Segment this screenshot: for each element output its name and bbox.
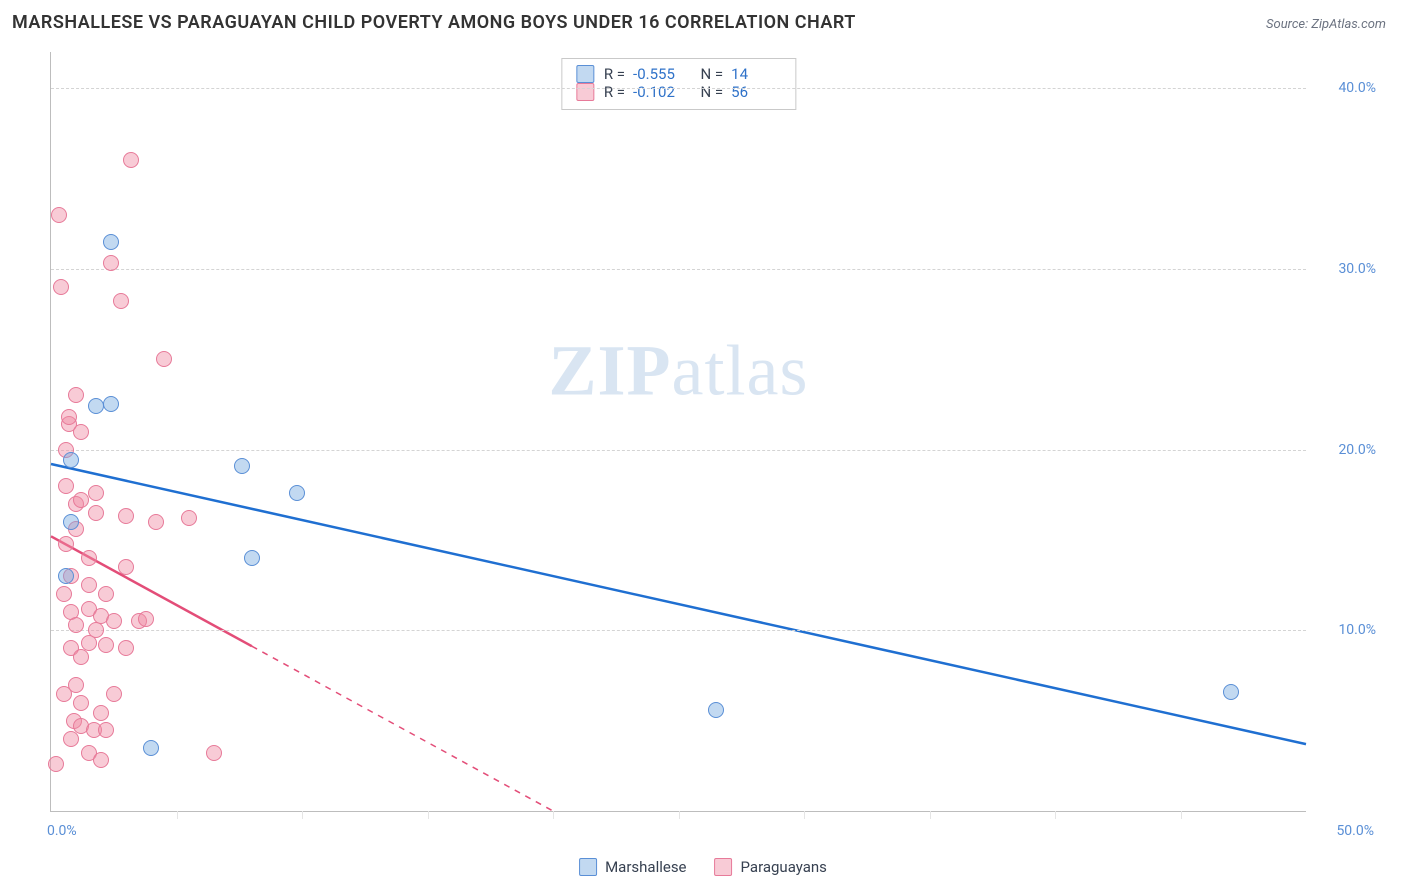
x-tick — [177, 811, 178, 819]
data-point — [81, 577, 97, 593]
data-point — [88, 505, 104, 521]
data-point — [63, 452, 79, 468]
data-point — [103, 255, 119, 271]
data-point — [206, 745, 222, 761]
data-point — [1223, 684, 1239, 700]
stat-n-value: 56 — [731, 83, 781, 101]
data-point — [156, 351, 172, 367]
data-point — [113, 293, 129, 309]
data-point — [93, 705, 109, 721]
x-tick — [679, 811, 680, 819]
data-point — [73, 424, 89, 440]
data-point — [58, 568, 74, 584]
data-point — [143, 740, 159, 756]
x-tick — [428, 811, 429, 819]
x-axis-start-label: 0.0% — [47, 823, 77, 839]
data-point — [61, 409, 77, 425]
stats-row: R = -0.555 N = 14 — [576, 65, 781, 83]
data-point — [81, 550, 97, 566]
legend-swatch — [576, 65, 594, 83]
stat-n-value: 14 — [731, 65, 781, 83]
x-tick — [1055, 811, 1056, 819]
data-point — [181, 510, 197, 526]
legend: Marshallese Paraguayans — [579, 858, 827, 876]
data-point — [234, 458, 250, 474]
data-point — [103, 396, 119, 412]
gridline-h — [51, 630, 1306, 631]
data-point — [88, 485, 104, 501]
data-point — [708, 702, 724, 718]
data-point — [73, 649, 89, 665]
y-tick-label: 10.0% — [1338, 622, 1376, 638]
x-tick — [804, 811, 805, 819]
legend-swatch — [715, 858, 733, 876]
data-point — [98, 722, 114, 738]
data-point — [88, 622, 104, 638]
data-point — [106, 613, 122, 629]
data-point — [118, 559, 134, 575]
x-axis-end-label: 50.0% — [1336, 823, 1374, 839]
trend-lines-layer — [51, 52, 1306, 811]
plot-area: ZIPatlas R =-0.555 N =14R =-0.102 N =56 … — [50, 52, 1306, 812]
data-point — [56, 586, 72, 602]
legend-label: Paraguayans — [741, 858, 827, 876]
chart-title: MARSHALLESE VS PARAGUAYAN CHILD POVERTY … — [12, 12, 856, 33]
data-point — [103, 234, 119, 250]
data-point — [93, 752, 109, 768]
data-point — [48, 756, 64, 772]
gridline-h — [51, 88, 1306, 89]
data-point — [68, 617, 84, 633]
data-point — [148, 514, 164, 530]
x-tick — [1181, 811, 1182, 819]
data-point — [73, 695, 89, 711]
data-point — [244, 550, 260, 566]
stat-r-value: -0.102 — [633, 83, 683, 101]
y-tick-label: 30.0% — [1338, 261, 1376, 277]
data-point — [289, 485, 305, 501]
x-tick — [302, 811, 303, 819]
data-point — [88, 398, 104, 414]
data-point — [53, 279, 69, 295]
data-point — [106, 686, 122, 702]
data-point — [68, 387, 84, 403]
data-point — [51, 207, 67, 223]
data-point — [118, 508, 134, 524]
legend-swatch — [576, 83, 594, 101]
data-point — [68, 677, 84, 693]
legend-item: Paraguayans — [715, 858, 827, 876]
x-tick — [930, 811, 931, 819]
trend-line-solid — [51, 464, 1306, 744]
stat-n-label: N = — [693, 65, 723, 83]
data-point — [123, 152, 139, 168]
header: MARSHALLESE VS PARAGUAYAN CHILD POVERTY … — [0, 0, 1406, 41]
stats-row: R = -0.102 N = 56 — [576, 83, 781, 101]
stat-r-label: R = — [604, 83, 625, 101]
legend-label: Marshallese — [605, 858, 686, 876]
y-tick-label: 20.0% — [1338, 442, 1376, 458]
data-point — [118, 640, 134, 656]
data-point — [63, 514, 79, 530]
plot-wrap: Child Poverty Among Boys Under 16 ZIPatl… — [12, 52, 1386, 842]
stat-n-label: N = — [693, 83, 723, 101]
stat-r-value: -0.555 — [633, 65, 683, 83]
gridline-h — [51, 450, 1306, 451]
y-tick-label: 40.0% — [1338, 80, 1376, 96]
data-point — [58, 536, 74, 552]
data-point — [98, 586, 114, 602]
data-point — [138, 611, 154, 627]
data-point — [98, 637, 114, 653]
chart-container: MARSHALLESE VS PARAGUAYAN CHILD POVERTY … — [0, 0, 1406, 892]
trend-line-dashed — [252, 646, 553, 811]
legend-swatch — [579, 858, 597, 876]
stats-box: R = -0.555 N = 14 R = -0.102 N = 56 — [561, 58, 796, 110]
source-label: Source: ZipAtlas.com — [1266, 17, 1386, 32]
gridline-h — [51, 269, 1306, 270]
x-tick — [553, 811, 554, 819]
legend-item: Marshallese — [579, 858, 686, 876]
data-point — [73, 492, 89, 508]
stat-r-label: R = — [604, 65, 625, 83]
data-point — [58, 478, 74, 494]
